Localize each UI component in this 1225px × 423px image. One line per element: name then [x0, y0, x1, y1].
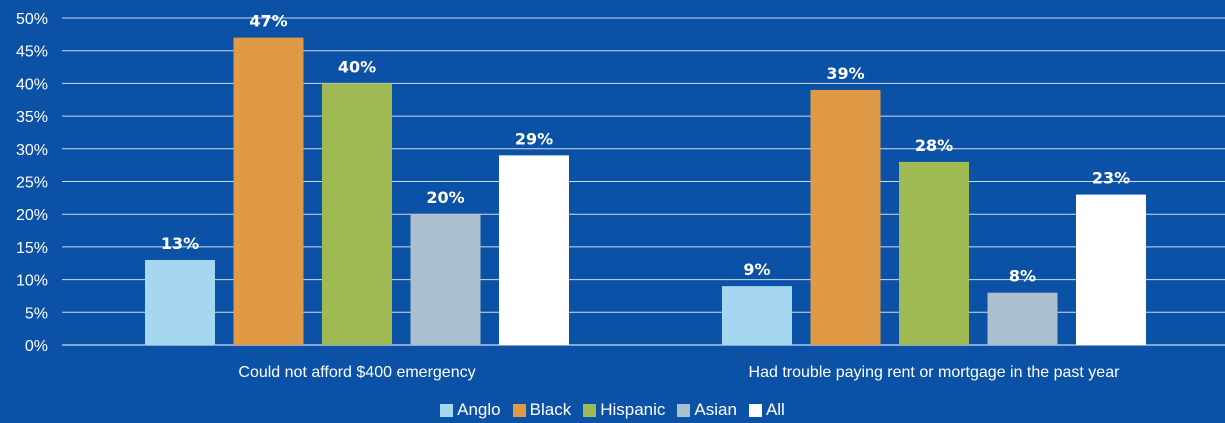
chart-legend: Anglo Black Hispanic Asian All — [0, 398, 1225, 422]
legend-label: Anglo — [457, 400, 501, 419]
bar-asian — [410, 214, 481, 345]
bar-black — [233, 37, 304, 346]
y-tick-label: 10% — [16, 273, 48, 290]
legend-swatch — [748, 403, 762, 417]
bar-anglo — [722, 286, 792, 345]
y-tick-label: 15% — [16, 240, 48, 257]
bar-chart-plot: 0% 5% 10% 15% 20% 25% 30% 35% 40% 45% 50% 13% 47% 40%… — [16, 11, 1225, 381]
bar-all — [499, 155, 569, 345]
legend-item-all: All — [748, 400, 785, 420]
y-tick-label: 45% — [16, 44, 48, 61]
bar-anglo — [145, 259, 215, 345]
data-label: 39% — [826, 64, 864, 83]
data-label: 28% — [915, 136, 953, 155]
bar-hispanic — [899, 161, 969, 345]
data-label: 20% — [426, 188, 464, 207]
legend-label: Black — [529, 400, 572, 419]
x-category-label: Could not afford $400 emergency — [238, 364, 475, 381]
legend-label: Hispanic — [600, 400, 666, 419]
y-tick-label: 25% — [16, 175, 48, 192]
legend-label: All — [765, 400, 785, 419]
bar-hispanic — [322, 83, 392, 346]
legend-swatch — [677, 403, 691, 417]
legend-swatch — [440, 403, 454, 417]
legend-item-hispanic: Hispanic — [583, 400, 665, 420]
legend-swatch — [583, 403, 597, 417]
x-category-label: Had trouble paying rent or mortgage in t… — [749, 364, 1121, 381]
data-label: 40% — [338, 57, 376, 76]
y-tick-label: 35% — [16, 109, 48, 126]
legend-item-anglo: Anglo — [440, 400, 501, 420]
data-label: 23% — [1092, 169, 1130, 188]
legend-item-asian: Asian — [677, 400, 737, 420]
data-label: 13% — [161, 234, 199, 253]
legend-swatch — [512, 403, 526, 417]
data-label: 8% — [1009, 267, 1036, 286]
y-tick-label: 5% — [25, 305, 48, 322]
data-label: 47% — [249, 12, 287, 31]
data-label: 9% — [743, 260, 770, 279]
y-tick-label: 20% — [16, 207, 48, 224]
y-tick-label: 40% — [16, 76, 48, 93]
bar-asian — [987, 292, 1058, 345]
bar-all — [1076, 194, 1146, 345]
y-tick-label: 30% — [16, 142, 48, 159]
legend-item-black: Black — [512, 400, 572, 420]
legend-label: Asian — [694, 400, 737, 419]
y-tick-label: 50% — [16, 11, 48, 28]
bar-black — [810, 89, 881, 345]
data-label: 29% — [515, 129, 553, 148]
y-tick-label: 0% — [25, 338, 48, 355]
